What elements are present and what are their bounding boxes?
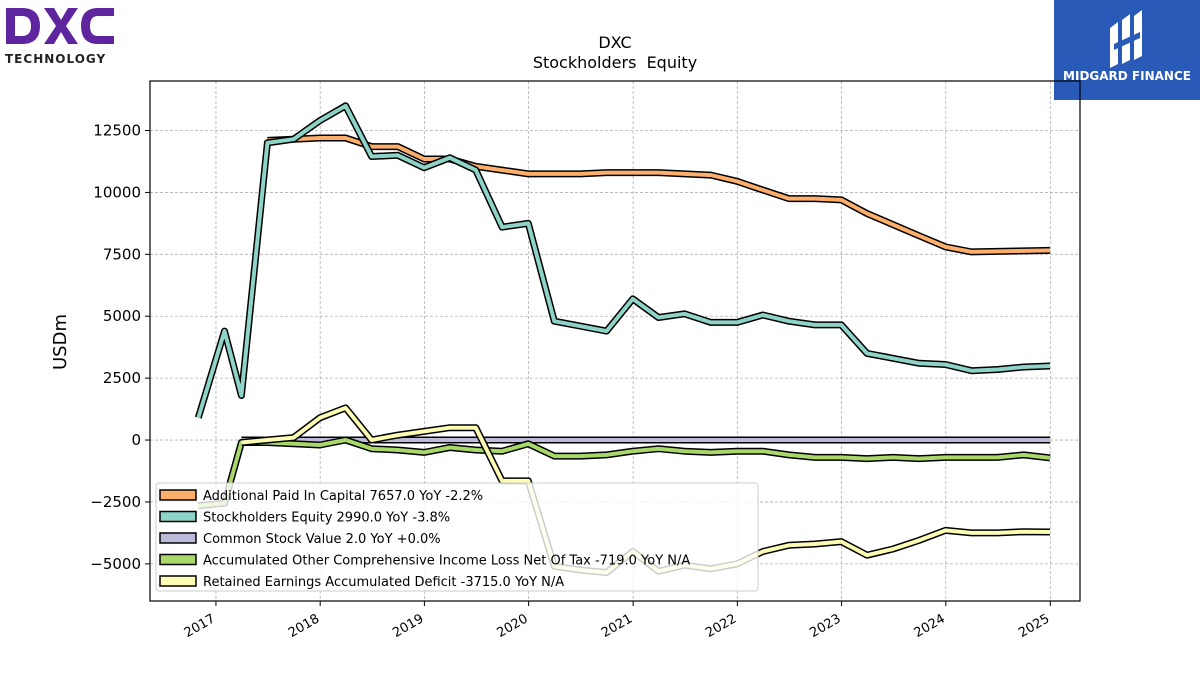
x-tick-label: 2021 bbox=[599, 611, 635, 641]
legend-entry-label: Common Stock Value 2.0 YoY +0.0% bbox=[203, 532, 441, 547]
y-axis-label: USDm bbox=[50, 314, 71, 370]
y-tick-label: −2500 bbox=[90, 493, 141, 511]
y-tick-label: 10000 bbox=[93, 183, 141, 201]
legend-swatch bbox=[159, 532, 197, 544]
legend-entry-label: Stockholders Equity 2990.0 YoY -3.8% bbox=[203, 511, 450, 526]
legend-swatch bbox=[159, 575, 197, 587]
y-tick-label: −5000 bbox=[90, 555, 141, 573]
legend-swatch bbox=[159, 510, 197, 523]
series-line-stockholders-equity bbox=[196, 103, 1051, 419]
y-tick-label: 0 bbox=[131, 431, 141, 449]
x-tick-label: 2024 bbox=[912, 611, 948, 641]
legend-swatch bbox=[159, 553, 197, 566]
series-line-accumulated-other-comprehensive-income-loss-net-of-tax bbox=[198, 438, 1051, 508]
y-tick-label: 7500 bbox=[103, 245, 141, 263]
legend-swatch bbox=[159, 489, 197, 501]
x-tick-label: 2025 bbox=[1016, 611, 1052, 641]
y-tick-label: 2500 bbox=[103, 369, 141, 387]
chart-title: DXC bbox=[598, 33, 631, 52]
legend-entry-label: Retained Earnings Accumulated Deficit -3… bbox=[203, 575, 564, 590]
x-tick-label: 2018 bbox=[286, 611, 322, 641]
brand-subtitle: TECHNOLOGY bbox=[5, 52, 107, 66]
dxc-logo bbox=[6, 8, 114, 44]
x-tick-label: 2017 bbox=[182, 611, 218, 641]
partner-logo: MIDGARD FINANCE bbox=[1054, 0, 1200, 100]
x-tick-label: 2019 bbox=[390, 611, 426, 641]
x-tick-label: 2020 bbox=[494, 611, 530, 641]
legend-box bbox=[155, 482, 759, 592]
x-tick-label: 2023 bbox=[807, 611, 843, 641]
legend-entry-label: Accumulated Other Comprehensive Income L… bbox=[203, 554, 690, 569]
x-tick-label: 2022 bbox=[703, 611, 739, 641]
series-outline-stockholders-equity bbox=[194, 102, 1051, 419]
chart-subtitle: Stockholders Equity bbox=[533, 53, 697, 72]
partner-mark-icon bbox=[1110, 10, 1142, 68]
y-tick-label: 5000 bbox=[103, 307, 141, 325]
y-tick-label: 12500 bbox=[93, 122, 141, 140]
legend-entry-label: Additional Paid In Capital 7657.0 YoY -2… bbox=[203, 489, 483, 504]
partner-name: MIDGARD FINANCE bbox=[1063, 69, 1191, 83]
series-line-additional-paid-in-capital bbox=[267, 136, 1051, 254]
plot-frame bbox=[149, 80, 1081, 602]
